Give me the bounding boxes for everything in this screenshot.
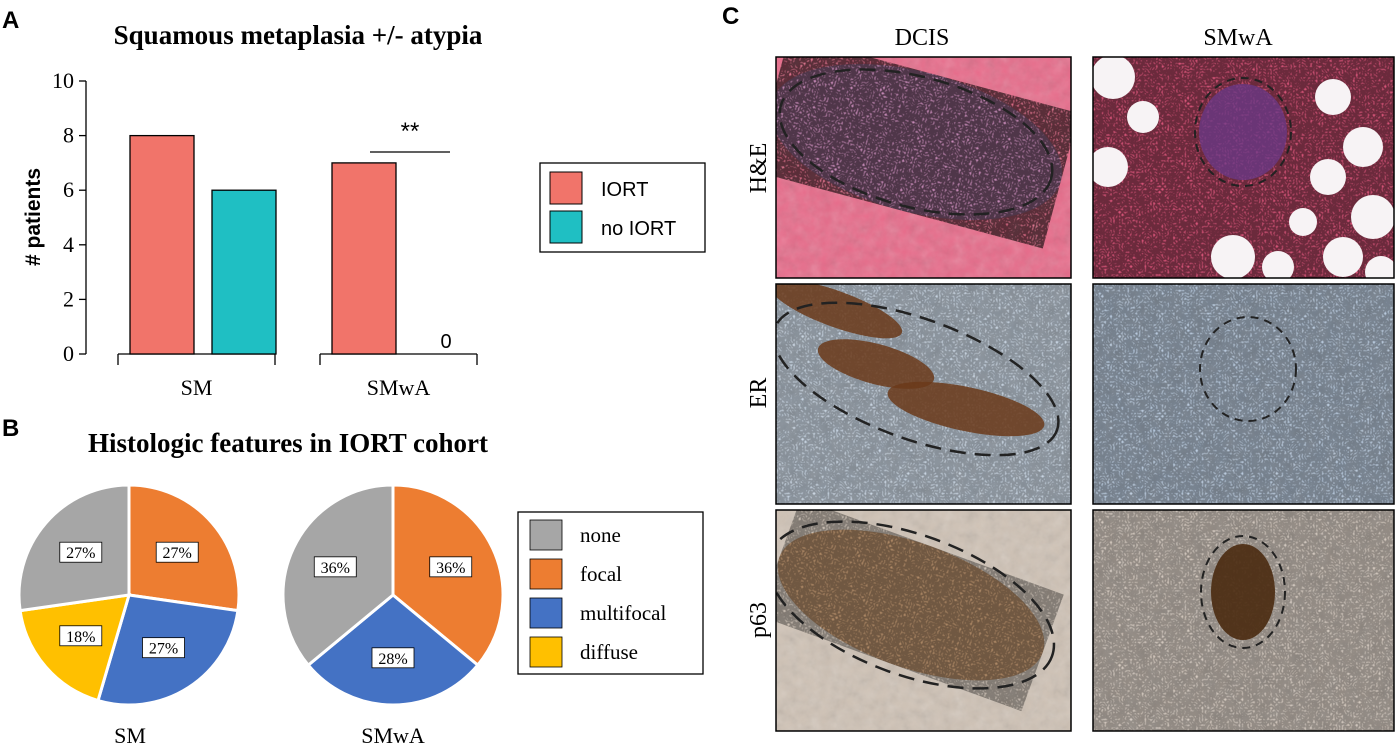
- micrograph-er-dcis: [775, 283, 1072, 505]
- y-tick-label: 6: [63, 177, 74, 202]
- panel-letter-b: B: [2, 415, 19, 442]
- pie-slice-label: 36%: [436, 560, 465, 577]
- pie-slice-label: 18%: [66, 629, 95, 646]
- micrograph-p63-dcis: [775, 509, 1072, 732]
- legend-swatch-none: [529, 519, 563, 551]
- legend-label-multifocal: multifocal: [580, 601, 666, 625]
- legend-swatch-iort: [549, 171, 583, 205]
- pie-label-box: [155, 541, 199, 563]
- legend-swatch-focal: [529, 558, 563, 590]
- bar: [331, 162, 397, 355]
- significance-stars: **: [401, 118, 420, 145]
- pie-label-box: [371, 647, 415, 669]
- category-label: SMwA: [367, 375, 431, 400]
- category-label: SM: [181, 375, 213, 400]
- micrograph-er-smwa: [1092, 283, 1395, 505]
- legend-label-diffuse: diffuse: [580, 640, 638, 664]
- bar-chart-title: Squamous metaplasia +/- atypia: [114, 20, 483, 50]
- row-label-he: H&E: [746, 143, 772, 194]
- legend-swatch-no-iort: [549, 210, 583, 244]
- legend-swatch-diffuse: [529, 636, 563, 668]
- y-tick-label: 2: [63, 286, 74, 311]
- pie-label-box: [59, 541, 103, 563]
- panel-c: C DCIS SMwA H&E ER p63: [722, 3, 1395, 732]
- legend-label-focal: focal: [580, 562, 622, 586]
- legend-label-no-iort: no IORT: [601, 218, 676, 240]
- significance-marker: **: [370, 118, 450, 153]
- pie-label-box: [142, 637, 185, 659]
- pie-chart-sm: 27% 27% 18% 27%: [17, 483, 241, 707]
- bar-legend: IORT no IORT: [539, 162, 706, 253]
- y-tick-label: 8: [63, 123, 74, 148]
- row-label-er: ER: [746, 378, 772, 409]
- legend-swatch-multifocal: [529, 597, 563, 629]
- pie-legend: none focal multifocal diffuse: [517, 511, 704, 675]
- column-label-smwa: SMwA: [1203, 25, 1273, 51]
- pie-label-box: [313, 556, 357, 578]
- pie-slice-label: 27%: [163, 545, 192, 562]
- y-tick-label: 10: [52, 68, 74, 93]
- y-tick-label: 4: [63, 232, 74, 257]
- bar-value-label: 0: [440, 331, 451, 353]
- bar: [129, 134, 195, 355]
- micrograph-p63-smwa: [1092, 509, 1395, 732]
- pie-chart-title: Histologic features in IORT cohort: [88, 428, 488, 458]
- micrograph-he-smwa: [1092, 56, 1395, 279]
- micrograph-he-dcis: [775, 56, 1072, 279]
- bar: [211, 189, 277, 355]
- legend-label-iort: IORT: [601, 179, 648, 201]
- pie-slice: [18, 593, 132, 703]
- pie-slice-label: 27%: [149, 641, 178, 658]
- bar-chart-ylabel: # patients: [22, 168, 45, 266]
- pie-label-smwa: SMwA: [361, 723, 425, 748]
- pie-label-box: [59, 625, 103, 647]
- pie-slice-label: 36%: [321, 560, 350, 577]
- pie-label-sm: SM: [114, 723, 146, 748]
- pie-label-box: [429, 556, 473, 578]
- y-tick-label: 0: [63, 341, 74, 366]
- panel-letter-c: C: [722, 3, 739, 30]
- panel-b: B Histologic features in IORT cohort 27%…: [2, 415, 704, 748]
- pie-slice-label: 27%: [66, 545, 95, 562]
- panel-a: A Squamous metaplasia +/- atypia # patie…: [2, 7, 706, 400]
- row-label-p63: p63: [746, 602, 772, 638]
- pie-slice-label: 28%: [378, 651, 407, 668]
- pie-chart-smwa: 36% 28% 36%: [281, 483, 505, 707]
- panel-letter-a: A: [2, 7, 19, 34]
- column-label-dcis: DCIS: [895, 25, 950, 51]
- bar-chart-y-axis: 0 2 4 6 8 10: [52, 68, 87, 366]
- legend-label-none: none: [580, 523, 621, 547]
- bar-chart-plot-area: SM SMwA 0: [117, 134, 478, 400]
